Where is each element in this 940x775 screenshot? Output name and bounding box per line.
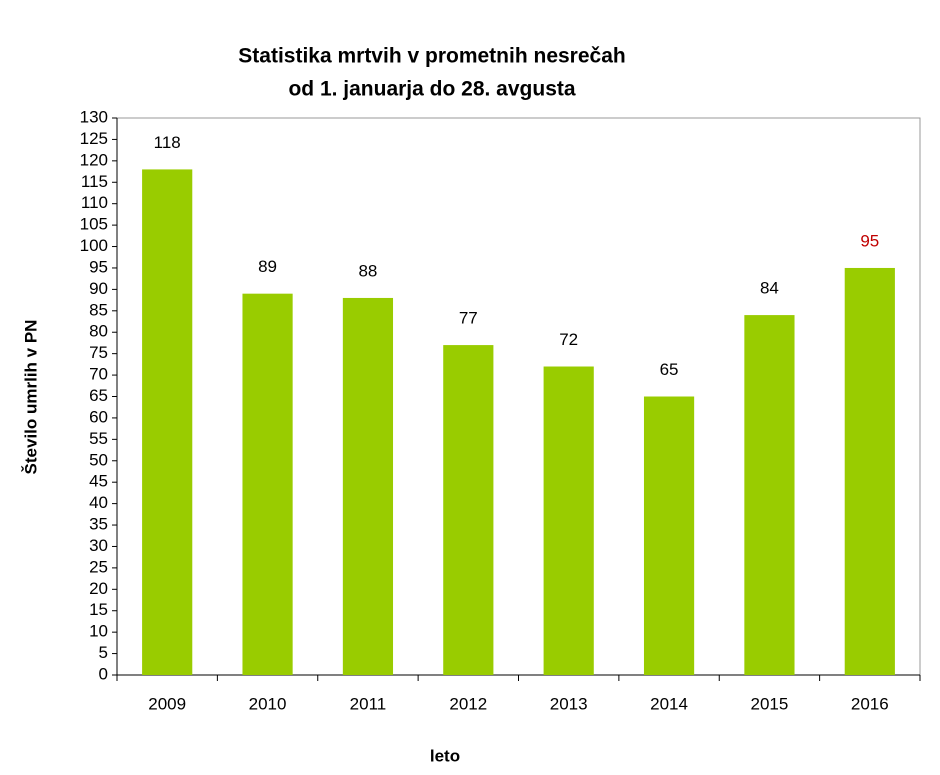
y-tick-label: 40: [89, 493, 108, 512]
y-tick-label: 30: [89, 536, 108, 555]
bar: [443, 345, 494, 675]
x-tick-label: 2011: [350, 694, 387, 713]
y-tick-label: 55: [89, 429, 108, 448]
value-label: 84: [760, 279, 779, 298]
y-tick-label: 90: [89, 279, 108, 298]
y-tick-label: 110: [81, 193, 108, 212]
x-tick-label: 2016: [851, 694, 889, 713]
y-tick-label: 45: [89, 472, 108, 491]
bar: [643, 396, 695, 675]
y-tick-label: 130: [80, 107, 108, 126]
y-tick-label: 15: [89, 600, 108, 619]
y-tick-label: 80: [89, 322, 108, 341]
x-tick-label: 2012: [449, 694, 487, 713]
bar: [543, 366, 594, 675]
y-tick-label: 0: [99, 664, 108, 683]
y-tick-label: 115: [81, 172, 108, 191]
y-tick-label: 70: [89, 365, 108, 384]
y-tick-label: 125: [80, 129, 108, 148]
y-tick-label: 75: [89, 343, 108, 362]
value-label: 95: [860, 231, 879, 250]
y-tick-label: 5: [99, 643, 108, 662]
chart-title: od 1. januarja do 28. avgusta: [288, 78, 575, 101]
value-label: 65: [660, 360, 679, 379]
bar: [844, 267, 895, 675]
bar: [744, 315, 795, 675]
x-axis-title: leto: [430, 746, 460, 765]
value-label: 118: [154, 133, 181, 152]
y-tick-label: 85: [89, 300, 108, 319]
y-tick-label: 35: [89, 515, 108, 534]
x-tick-label: 2015: [751, 694, 789, 713]
chart-title: Statistika mrtvih v prometnih nesrečah: [238, 45, 625, 68]
y-tick-label: 60: [89, 407, 108, 426]
value-label: 72: [559, 330, 578, 349]
y-tick-label: 25: [89, 557, 108, 576]
x-tick-label: 2013: [550, 694, 588, 713]
x-tick-label: 2014: [650, 694, 688, 713]
bar: [142, 169, 193, 675]
y-tick-label: 10: [89, 622, 108, 641]
y-tick-label: 100: [80, 236, 108, 255]
y-tick-label: 20: [89, 579, 108, 598]
value-label: 77: [459, 309, 478, 328]
bar: [342, 297, 394, 675]
value-label: 88: [358, 261, 377, 280]
x-tick-label: 2009: [148, 694, 186, 713]
y-tick-label: 95: [89, 257, 108, 276]
bar: [242, 293, 293, 675]
y-tick-label: 120: [80, 150, 108, 169]
y-tick-label: 65: [89, 386, 108, 405]
y-axis-title: Število umrlih v PN: [21, 320, 40, 475]
y-tick-label: 50: [89, 450, 108, 469]
value-label: 89: [258, 257, 277, 276]
y-tick-label: 105: [80, 215, 108, 234]
x-tick-label: 2010: [249, 694, 287, 713]
